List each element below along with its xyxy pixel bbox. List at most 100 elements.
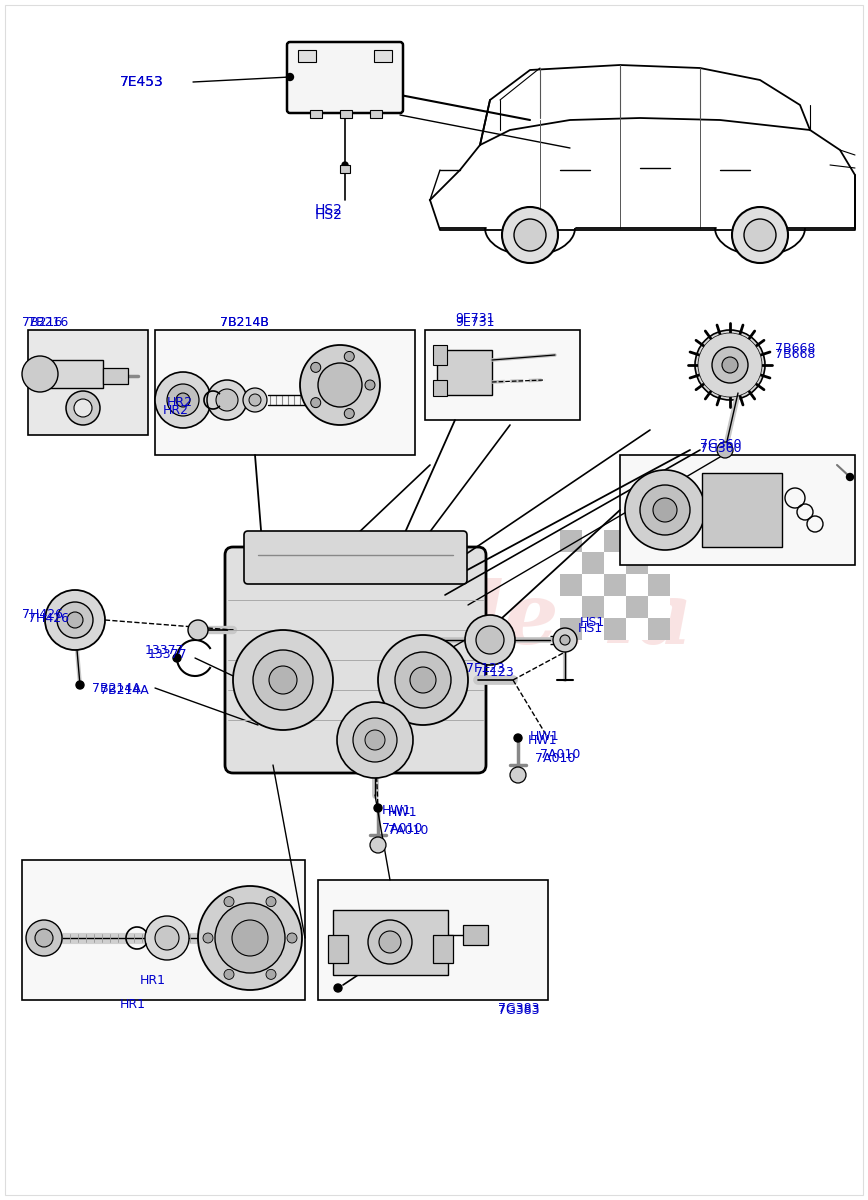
Circle shape: [155, 926, 179, 950]
FancyBboxPatch shape: [225, 547, 486, 773]
Text: HS1: HS1: [580, 616, 605, 629]
Circle shape: [502, 206, 558, 263]
Bar: [433, 380, 447, 396]
Text: 7B214B: 7B214B: [220, 316, 269, 329]
Bar: [433, 935, 453, 962]
Text: HW1: HW1: [382, 804, 411, 816]
Circle shape: [365, 730, 385, 750]
Text: 7B214A: 7B214A: [92, 682, 141, 695]
Text: HR1: HR1: [140, 973, 166, 986]
Circle shape: [374, 804, 382, 812]
Circle shape: [334, 984, 342, 992]
Bar: [22, 860, 305, 1000]
Circle shape: [365, 380, 375, 390]
Text: HS2: HS2: [315, 203, 343, 217]
Circle shape: [198, 886, 302, 990]
Circle shape: [410, 667, 436, 692]
Circle shape: [145, 916, 189, 960]
Bar: [370, 110, 382, 118]
Circle shape: [173, 654, 181, 662]
Circle shape: [345, 352, 354, 361]
Circle shape: [333, 946, 343, 955]
Text: 7H426: 7H426: [28, 612, 69, 624]
Circle shape: [224, 896, 234, 907]
Circle shape: [215, 902, 285, 973]
Circle shape: [232, 920, 268, 956]
Circle shape: [698, 332, 762, 397]
Circle shape: [695, 330, 765, 400]
Circle shape: [379, 931, 401, 953]
Circle shape: [188, 620, 208, 640]
Circle shape: [370, 838, 386, 853]
Text: HW1: HW1: [388, 805, 418, 818]
Bar: [560, 596, 582, 618]
Text: HS2: HS2: [315, 208, 343, 222]
Bar: [437, 350, 492, 395]
Text: 7E453: 7E453: [120, 74, 164, 89]
Circle shape: [846, 474, 853, 480]
Circle shape: [712, 347, 748, 383]
Bar: [298, 50, 316, 62]
Bar: [648, 552, 670, 574]
Text: HS1: HS1: [578, 622, 603, 635]
Bar: [626, 530, 648, 552]
Circle shape: [311, 397, 321, 408]
Circle shape: [243, 388, 267, 412]
Text: 9E731: 9E731: [455, 312, 495, 324]
Text: HW1: HW1: [530, 730, 560, 743]
Text: 7F123: 7F123: [466, 661, 505, 674]
Bar: [328, 935, 348, 962]
Text: HR2: HR2: [163, 403, 189, 416]
FancyBboxPatch shape: [287, 42, 403, 113]
Text: 7F123: 7F123: [475, 666, 514, 678]
Text: 7B668: 7B668: [775, 342, 815, 354]
Text: HW1: HW1: [528, 733, 557, 746]
Circle shape: [207, 380, 247, 420]
Bar: [626, 618, 648, 640]
Circle shape: [45, 590, 105, 650]
Circle shape: [266, 970, 276, 979]
Circle shape: [368, 920, 412, 964]
Circle shape: [287, 934, 297, 943]
Bar: [648, 596, 670, 618]
FancyBboxPatch shape: [244, 530, 467, 584]
Bar: [340, 110, 352, 118]
Bar: [604, 552, 626, 574]
Circle shape: [640, 485, 690, 535]
Bar: [604, 618, 626, 640]
Circle shape: [26, 920, 62, 956]
Bar: [626, 552, 648, 574]
Bar: [582, 530, 604, 552]
Circle shape: [722, 358, 738, 373]
Text: 7B216: 7B216: [28, 316, 69, 329]
Circle shape: [167, 384, 199, 416]
Circle shape: [22, 356, 58, 392]
Circle shape: [476, 626, 504, 654]
Text: 7G383: 7G383: [498, 1003, 540, 1016]
Circle shape: [203, 934, 213, 943]
Text: 7G360: 7G360: [700, 442, 741, 455]
Text: 7A010: 7A010: [535, 751, 575, 764]
Circle shape: [216, 389, 238, 410]
Circle shape: [717, 442, 733, 458]
Text: 7G383: 7G383: [498, 1002, 540, 1014]
Text: 7H426: 7H426: [22, 607, 63, 620]
Circle shape: [625, 470, 705, 550]
Text: 7B214A: 7B214A: [100, 684, 148, 696]
Bar: [582, 618, 604, 640]
Text: 7B216: 7B216: [22, 316, 62, 329]
Bar: [310, 110, 322, 118]
Circle shape: [67, 612, 83, 628]
Bar: [433, 346, 447, 365]
Circle shape: [744, 218, 776, 251]
Bar: [582, 574, 604, 596]
Bar: [620, 455, 855, 565]
Circle shape: [395, 652, 451, 708]
Bar: [626, 574, 648, 596]
Circle shape: [300, 346, 380, 425]
Circle shape: [286, 73, 293, 80]
Circle shape: [155, 372, 211, 428]
Text: 7A010: 7A010: [382, 822, 423, 834]
Text: 7A010: 7A010: [540, 749, 581, 762]
Bar: [626, 596, 648, 618]
